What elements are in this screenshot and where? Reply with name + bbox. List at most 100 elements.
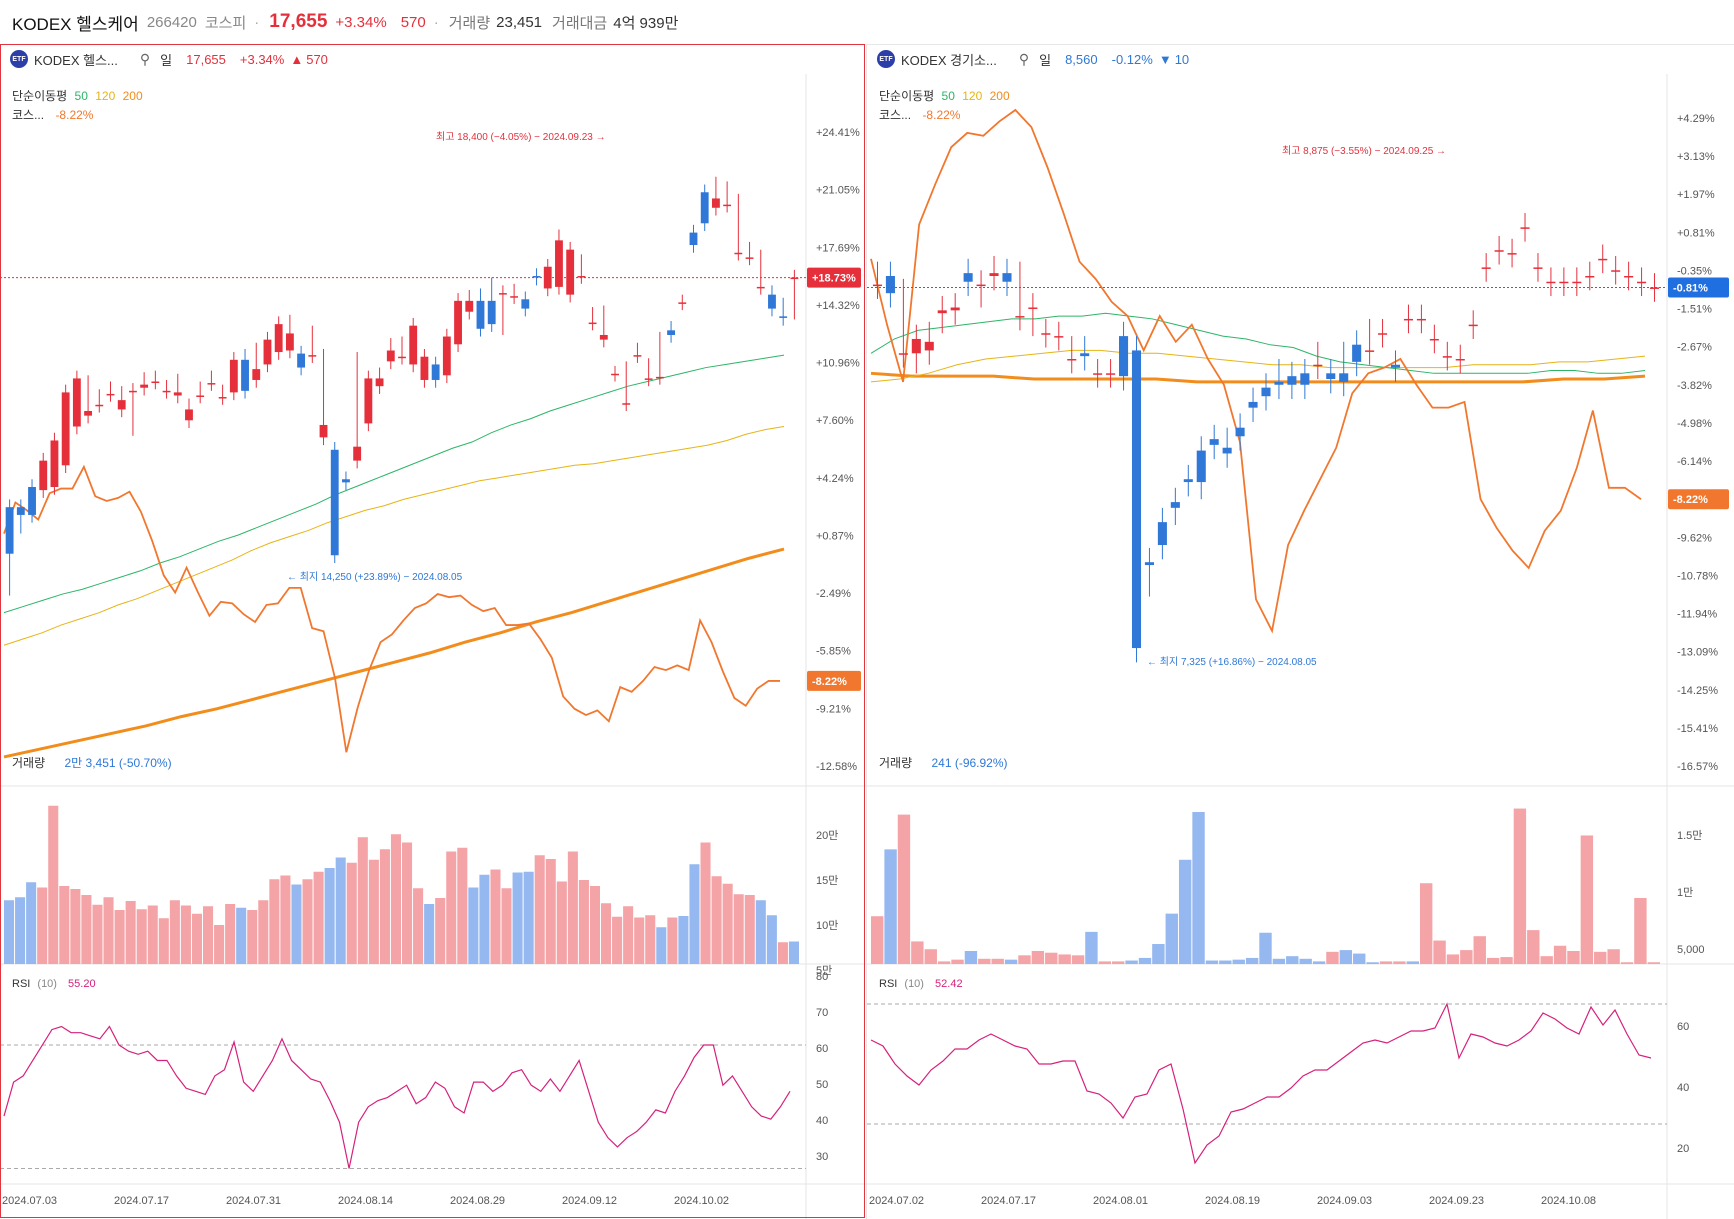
volume-bar	[1165, 913, 1178, 964]
period-selector[interactable]: 일	[1039, 52, 1052, 68]
ma50-line	[870, 312, 1646, 374]
current-price-badge-text: +18.73%	[812, 273, 856, 285]
volume-bar	[1366, 962, 1379, 964]
search-icon[interactable]: ⚲	[139, 50, 151, 67]
candle	[599, 334, 608, 340]
volume-bar	[302, 879, 313, 964]
rsi-legend: RSI (10) 52.42	[879, 978, 963, 990]
volume-bar	[214, 925, 225, 964]
price-axis-label: +0.87%	[816, 530, 854, 542]
volume-bar	[1004, 959, 1018, 964]
candle	[1015, 316, 1025, 318]
price-axis-label: +21.05%	[816, 185, 860, 197]
ma50-label: 50	[74, 89, 88, 103]
volume-bar	[1620, 962, 1634, 964]
ma120-label: 120	[962, 89, 983, 103]
chart-pane-left[interactable]: ETF KODEX 헬스... ⚲ 일 17,655 +3.34% ▲ 570 …	[0, 44, 866, 1219]
volume-axis-label: 5만	[816, 964, 832, 977]
candle	[297, 353, 306, 368]
ma50-label: 50	[941, 89, 955, 103]
volume-bar	[733, 894, 744, 964]
volume-bar	[884, 849, 897, 964]
volume-bar	[678, 916, 689, 964]
volume-bar	[280, 875, 291, 964]
stock-code: 266420	[146, 13, 197, 31]
chart-canvas[interactable]: +24.41% +21.05% +17.69% +14.32% +10.96% +7.60…	[0, 44, 866, 1219]
volume-bar	[390, 834, 401, 964]
date-axis-label: 2024.07.17	[114, 1195, 169, 1207]
volume-bar	[379, 849, 390, 964]
candle	[510, 296, 519, 298]
volume-bar	[147, 905, 158, 964]
volume-bar	[92, 904, 103, 964]
volume-bar	[871, 916, 884, 964]
stock-name[interactable]: KODEX 헬스케어	[12, 14, 139, 34]
pane-header: ETF KODEX 경기소... ⚲ 일 8,560 -0.12% ▼ 10	[867, 44, 1189, 74]
volume-bar	[1112, 961, 1125, 964]
candle	[790, 277, 799, 280]
volume-bar	[1433, 940, 1446, 964]
candle	[1170, 502, 1180, 508]
volume-legend: 거래량 241 (-96.92%)	[879, 754, 1008, 771]
candle	[1300, 373, 1310, 385]
volume-bar	[534, 855, 545, 964]
candle	[386, 350, 395, 362]
ma200-line	[870, 371, 1646, 384]
volume-bar	[4, 900, 15, 964]
candle	[476, 300, 485, 329]
volume-bar	[446, 851, 457, 964]
up-arrow-icon: ▲	[290, 51, 304, 67]
date-axis-label: 2024.08.01	[1093, 1195, 1148, 1207]
chart-canvas[interactable]: +4.29% +3.13% +1.97% +0.81% -0.35% -1.51% -2.6…	[867, 44, 1734, 1219]
compare-line	[3, 464, 780, 753]
candle	[319, 424, 328, 438]
volume-bar	[788, 941, 799, 964]
candle	[644, 378, 653, 380]
candle	[420, 356, 429, 380]
volume-bar	[722, 883, 733, 964]
amount-value: 4억 939만	[613, 14, 679, 32]
date-axis-label: 2024.07.03	[2, 1195, 57, 1207]
volume-bar	[1500, 957, 1513, 964]
candle	[633, 355, 642, 357]
candle	[521, 299, 530, 309]
pane-title[interactable]: KODEX 헬스...	[34, 52, 118, 68]
ma-legend[interactable]: 단순이동평 50 120 200	[12, 87, 143, 104]
pane-divider[interactable]	[866, 44, 867, 1219]
volume-bar	[991, 958, 1004, 964]
compare-legend[interactable]: 코스... -8.22%	[879, 106, 960, 123]
candle	[1494, 250, 1504, 252]
volume-bar	[689, 864, 700, 964]
candle	[924, 341, 934, 351]
pane-change-abs: 570	[306, 51, 328, 67]
candle	[241, 359, 249, 391]
candle	[577, 276, 586, 278]
volume-bar	[924, 949, 937, 964]
price-axis-label: -15.41%	[1677, 723, 1718, 735]
down-arrow-icon: ▼	[1158, 51, 1172, 67]
volume-bar	[755, 900, 766, 964]
volume-bar	[313, 871, 324, 964]
volume-bar	[1245, 957, 1259, 964]
pane-title[interactable]: KODEX 경기소...	[901, 52, 997, 68]
search-icon[interactable]: ⚲	[1018, 50, 1030, 67]
candle	[364, 378, 373, 424]
price-axis-label: +4.29%	[1677, 113, 1715, 125]
compare-legend[interactable]: 코스... -8.22%	[12, 106, 93, 123]
candle	[1352, 344, 1362, 362]
price-axis-label: -14.25%	[1677, 685, 1718, 697]
volume-bar	[1339, 950, 1353, 964]
candle	[1416, 318, 1426, 321]
candle	[129, 390, 137, 393]
candle	[1274, 381, 1284, 385]
date-axis-label: 2024.07.31	[226, 1195, 281, 1207]
price-axis-label: -3.82%	[1677, 380, 1712, 392]
compare-label: 코스...	[879, 108, 912, 122]
period-selector[interactable]: 일	[160, 52, 173, 68]
ma-legend[interactable]: 단순이동평 50 120 200	[879, 87, 1010, 104]
rsi-axis-label: 50	[816, 1079, 828, 1091]
date-axis-label: 2024.07.02	[869, 1195, 924, 1207]
chart-pane-right[interactable]: ETF KODEX 경기소... ⚲ 일 8,560 -0.12% ▼ 10 단…	[867, 44, 1734, 1219]
candle	[1442, 356, 1452, 358]
candle	[1287, 376, 1297, 385]
